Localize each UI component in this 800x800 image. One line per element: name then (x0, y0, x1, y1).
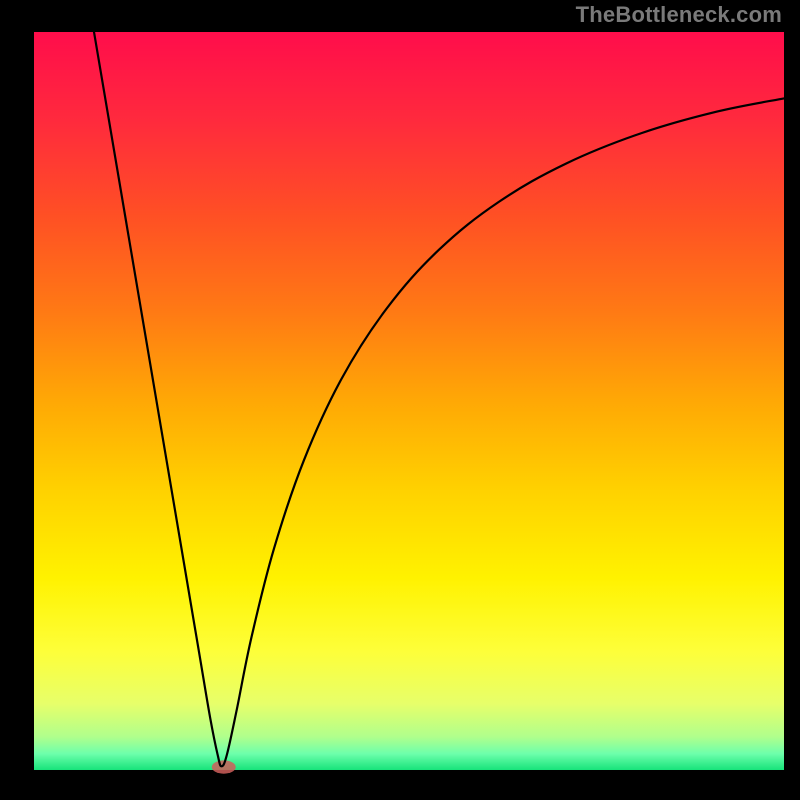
watermark-text: TheBottleneck.com (576, 2, 782, 28)
bottleneck-chart: TheBottleneck.com (0, 0, 800, 800)
plot-background (34, 32, 784, 770)
chart-svg (0, 0, 800, 800)
